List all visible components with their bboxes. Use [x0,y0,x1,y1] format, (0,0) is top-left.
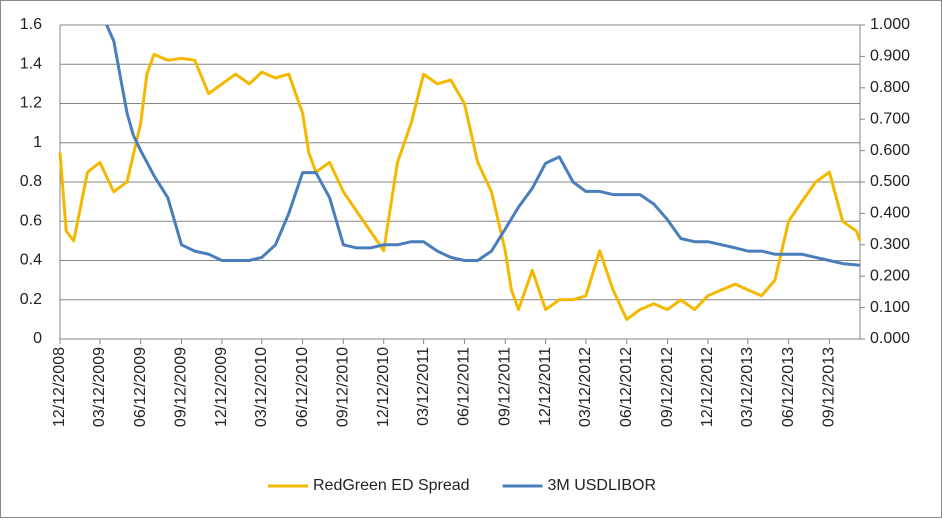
y-tick-label: 0 [33,330,42,347]
x-tick-label: 12/12/2012 [699,347,716,427]
y2-tick-label: 0.400 [870,205,910,222]
x-tick-label: 12/12/2010 [375,347,392,427]
y-tick-label: 0.8 [20,173,42,190]
y2-tick-label: 0.800 [870,79,910,96]
x-tick-label: 12/12/2009 [213,347,230,427]
y-tick-label: 0.6 [20,212,42,229]
x-tick-label: 06/12/2012 [618,347,635,427]
x-tick-label: 03/12/2012 [577,347,594,427]
x-tick-label: 06/12/2011 [456,347,473,426]
x-tick-label: 12/12/2008 [51,347,68,427]
y2-tick-label: 0.900 [870,48,910,65]
x-tick-label: 09/12/2013 [821,347,838,427]
y2-tick-label: 1.000 [870,16,910,33]
x-tick-label: 09/12/2010 [335,347,352,427]
y2-tick-label: 0.700 [870,110,910,127]
y2-tick-label: 0.000 [870,330,910,347]
y2-tick-label: 0.100 [870,299,910,316]
x-tick-label: 06/12/2009 [132,347,149,427]
y2-tick-label: 0.500 [870,173,910,190]
legend-label: RedGreen ED Spread [313,477,470,494]
series-line [105,24,861,267]
y-tick-label: 1.4 [20,55,42,72]
y2-tick-label: 0.200 [870,267,910,284]
y-tick-label: 1 [33,134,42,151]
x-tick-label: 03/12/2009 [91,347,108,427]
x-tick-label: 09/12/2011 [496,347,513,426]
y2-tick-label: 0.300 [870,236,910,253]
y-tick-label: 1.6 [20,16,42,33]
x-tick-label: 03/12/2013 [739,347,756,427]
x-tick-label: 03/12/2010 [253,347,270,427]
x-tick-label: 09/12/2012 [659,347,676,427]
y-tick-label: 0.4 [20,252,42,269]
legend-label: 3M USDLIBOR [548,477,656,494]
x-tick-label: 06/12/2013 [780,347,797,427]
series-line [58,52,862,321]
x-tick-label: 06/12/2010 [294,347,311,427]
x-tick-label: 03/12/2011 [415,347,432,426]
y-tick-label: 1.2 [20,95,42,112]
x-tick-label: 12/12/2011 [537,347,554,426]
y2-tick-label: 0.600 [870,142,910,159]
x-tick-label: 09/12/2009 [173,347,190,427]
y-tick-label: 0.2 [20,291,42,308]
